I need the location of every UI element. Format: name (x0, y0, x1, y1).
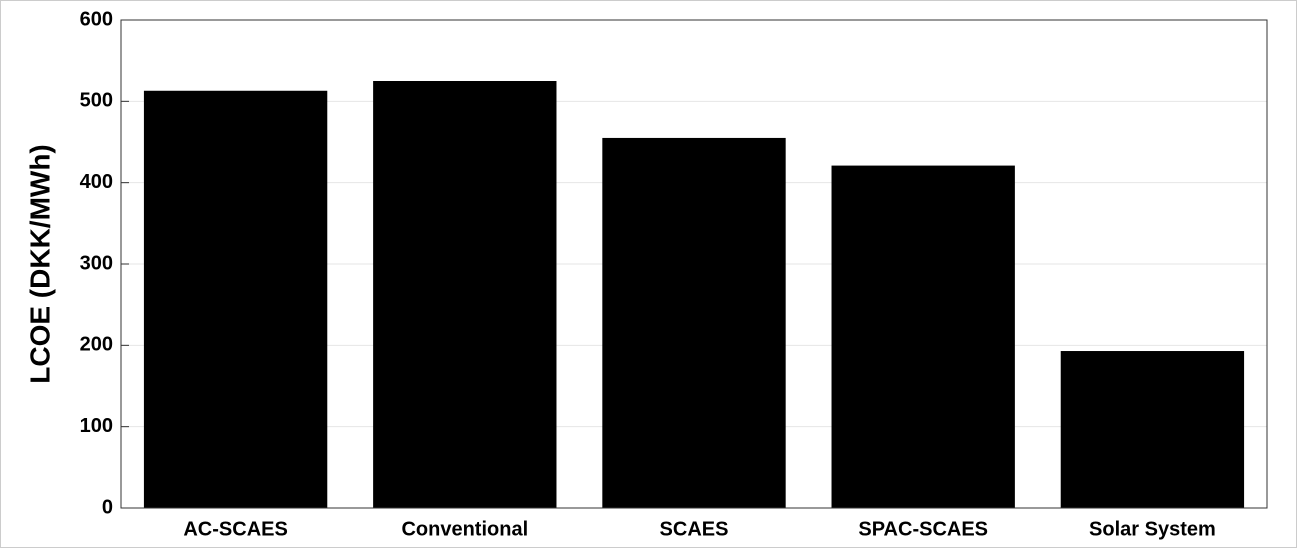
bar (831, 165, 1015, 508)
plot-border (120, 19, 1268, 509)
y-tick-label: 600 (80, 8, 113, 30)
x-tick-label: Conventional (401, 518, 528, 540)
x-tick-label: Solar System (1089, 518, 1216, 540)
bar (373, 81, 557, 508)
x-tick-label: AC-SCAES (183, 518, 287, 540)
y-tick-label: 200 (80, 334, 113, 356)
bar (1060, 351, 1245, 508)
x-tick-label: SCAES (660, 518, 729, 540)
y-tick-label: 300 (80, 252, 113, 274)
y-tick-label: 0 (102, 496, 113, 518)
y-tick-label: 400 (80, 171, 113, 193)
x-tick-label: SPAC-SCAES (858, 518, 988, 540)
bar (602, 137, 786, 508)
y-axis-label: LCOE (DKK/MWh) (24, 144, 55, 384)
bar (143, 90, 328, 508)
y-tick-label: 100 (80, 415, 113, 437)
y-tick-label: 500 (80, 90, 113, 112)
